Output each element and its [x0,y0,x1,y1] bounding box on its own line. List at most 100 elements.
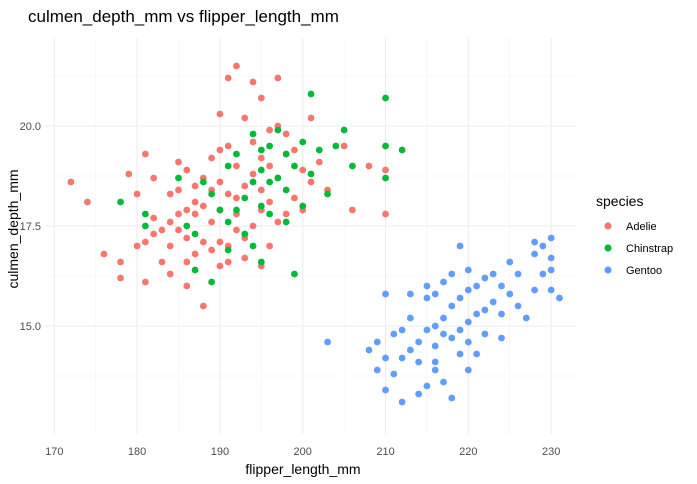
data-point [440,314,447,322]
data-point [291,194,298,202]
data-point [175,226,182,234]
data-point [539,270,547,278]
data-point [266,242,273,250]
data-point [448,394,456,402]
data-point [266,198,273,206]
data-point [431,366,439,374]
data-point [224,190,232,198]
data-point [224,258,232,266]
data-point [224,162,232,170]
legend: species Adelie Chinstrap Gentoo [596,193,673,277]
data-point [398,146,406,154]
data-point [506,258,514,266]
data-point [233,162,240,170]
data-point [117,274,124,282]
data-point [291,270,298,278]
legend-label: Chinstrap [626,243,673,255]
data-point [349,206,356,214]
y-tick-label: 15.0 [20,321,41,333]
data-point [257,186,265,194]
data-point [382,210,389,218]
data-point [522,314,530,322]
data-point [183,282,191,290]
series-adelie [67,62,389,310]
data-point [390,370,398,378]
data-point [208,218,216,226]
data-point [233,226,240,234]
data-point [191,250,199,258]
data-point [216,110,224,118]
data-point [547,266,555,274]
data-point [241,230,249,238]
data-point [133,242,141,250]
data-point [249,170,257,178]
data-point [423,382,431,390]
data-point [249,78,257,86]
legend-label: Adelie [626,221,657,233]
data-point [199,202,207,210]
data-point [291,162,298,170]
data-point [464,286,472,294]
data-point [398,326,406,334]
data-point [117,258,124,266]
data-point [498,282,505,290]
data-point [274,218,282,226]
data-point [398,398,406,406]
data-point [514,270,522,278]
data-point [282,218,290,226]
data-point [117,198,124,206]
data-point [464,318,472,326]
data-point [473,282,481,290]
data-point [547,286,555,294]
data-point [224,142,232,150]
data-point [257,94,265,102]
x-tick-label: 170 [45,446,63,458]
data-point [216,262,224,270]
data-point [415,390,423,398]
data-point [274,174,282,182]
data-point [183,258,191,266]
data-point [307,178,315,186]
y-axis-ticks: 15.0 17.5 20.0 [20,121,41,333]
data-point [166,218,174,226]
data-point [233,62,240,70]
data-point [448,334,456,342]
data-point [166,242,174,250]
data-point [340,126,348,134]
data-point [141,222,149,230]
data-point [141,278,149,286]
data-point [241,182,249,190]
data-point [249,130,257,138]
data-point [84,198,91,206]
data-point [274,126,282,134]
series-gentoo [324,234,563,406]
data-point [299,202,307,210]
data-point [249,222,257,230]
data-point [382,94,389,102]
data-point [208,154,216,162]
data-point [158,258,166,266]
data-point [266,178,273,186]
data-point [266,142,273,150]
data-point [406,346,414,354]
data-point [315,146,323,154]
data-point [464,266,472,274]
legend-key [604,266,612,274]
data-point [365,162,373,170]
data-point [382,166,389,174]
data-point [406,314,414,322]
legend-title: species [596,193,643,209]
data-point [448,270,456,278]
legend-item-gentoo: Gentoo [604,265,662,277]
data-point [249,138,257,146]
data-point [440,330,447,338]
data-point [150,230,158,238]
data-points [67,62,563,406]
data-point [498,310,505,318]
data-point [266,210,273,218]
data-point [531,238,538,246]
y-tick-label: 17.5 [20,221,41,233]
data-point [489,298,497,306]
data-point [489,270,497,278]
data-point [324,190,331,198]
